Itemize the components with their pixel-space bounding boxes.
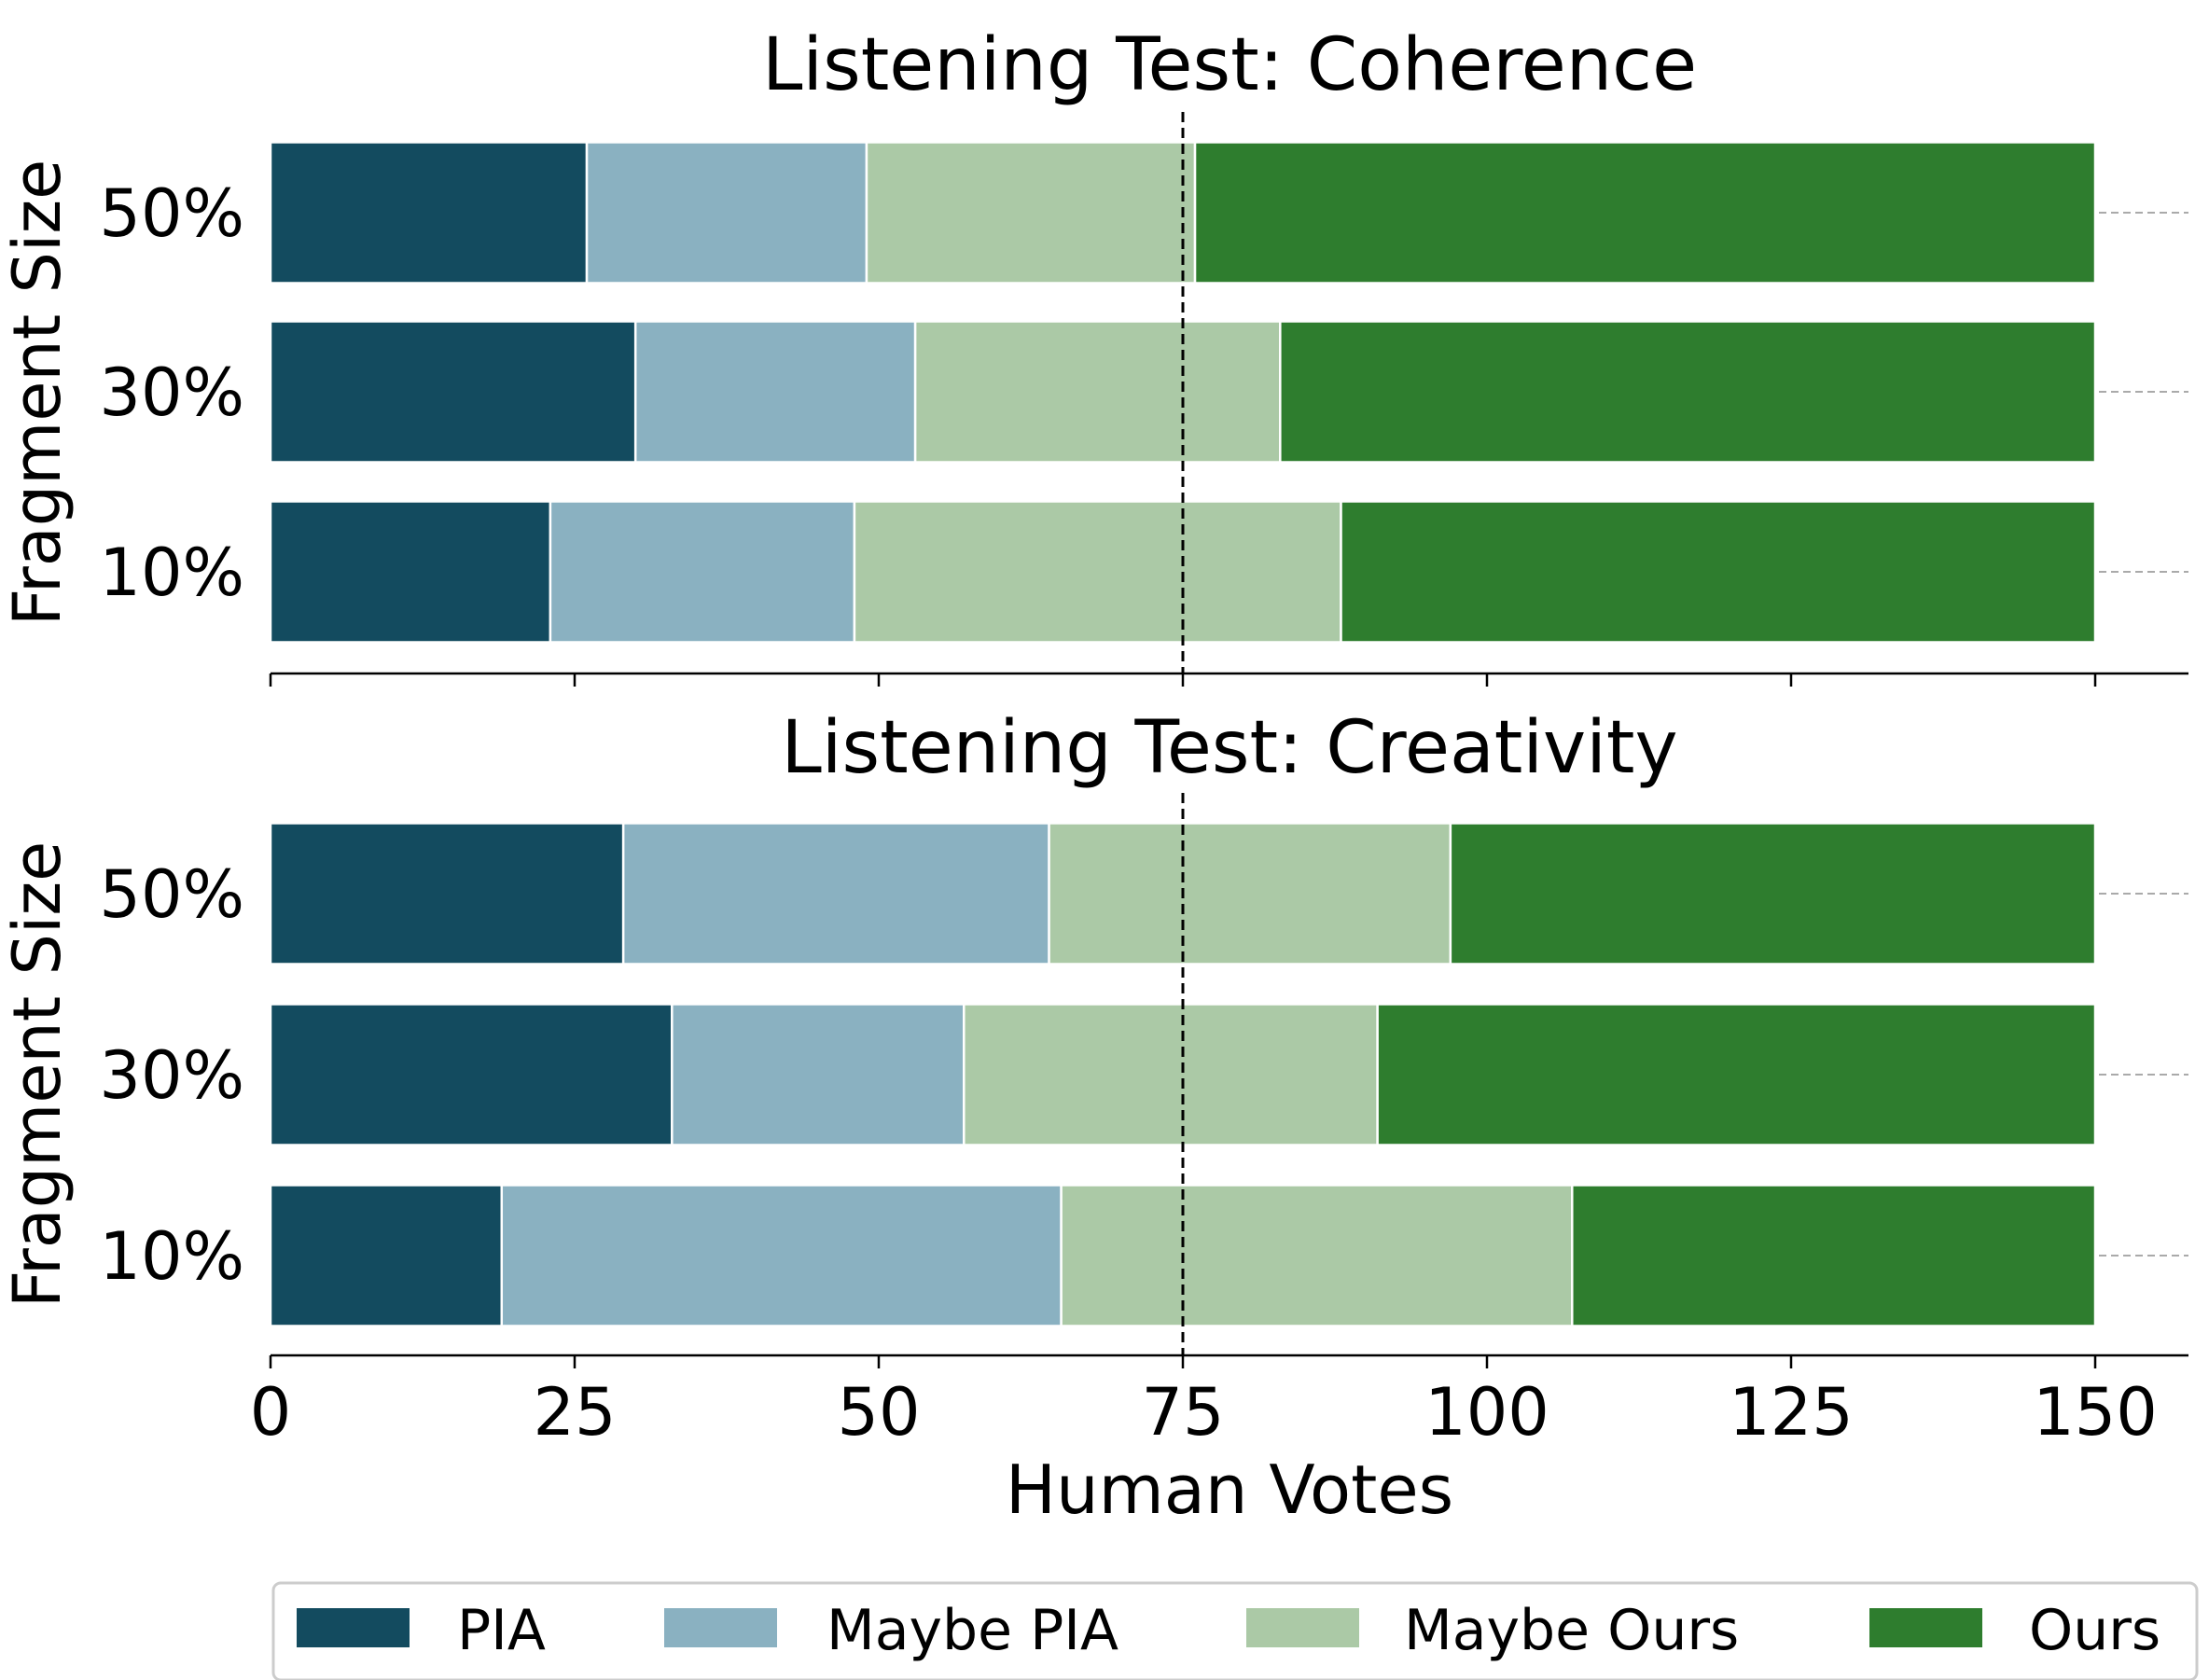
legend-label-maybe-ours: Maybe Ours [1404, 1598, 1739, 1663]
bar-maybe-pia-30pct [633, 320, 917, 464]
x-tick-label-75: 75 [1141, 1374, 1224, 1451]
legend-swatch-pia [297, 1608, 410, 1647]
chart-title: Listening Test: Creativity [781, 706, 1677, 790]
bar-maybe-ours-10pct [1060, 1184, 1574, 1327]
bar-maybe-ours-50pct [1048, 822, 1452, 965]
legend-label-ours: Ours [2029, 1598, 2160, 1663]
x-axis-label: Human Votes [1006, 1451, 1453, 1529]
x-tick-label-100: 100 [1424, 1374, 1549, 1451]
y-axis-label: Fragment Size [0, 160, 76, 626]
coherence-panel: Listening Test: Coherence Fragment Size 50… [0, 23, 2188, 687]
bar-maybe-pia-50pct [585, 141, 868, 285]
y-tick-label-50pct: 50% [99, 856, 244, 933]
bar-pia-50pct [269, 822, 625, 965]
bar-ours-30pct [1376, 1003, 2097, 1146]
bar-ours-30pct [1279, 320, 2097, 464]
bar-ours-10pct [1571, 1184, 2097, 1327]
legend-label-pia: PIA [457, 1598, 546, 1663]
legend-swatch-ours [1869, 1608, 1982, 1647]
y-tick-label-30pct: 30% [99, 1037, 244, 1114]
bar-ours-50pct [1449, 822, 2097, 965]
x-tick-label-25: 25 [533, 1374, 616, 1451]
bar-maybe-ours-30pct [913, 320, 1282, 464]
bar-pia-10pct [269, 1184, 504, 1327]
y-tick-label-10pct: 10% [99, 535, 244, 611]
y-tick-label-50pct: 50% [99, 175, 244, 252]
x-tick-label-0: 0 [250, 1374, 292, 1451]
legend-swatch-maybe-pia [664, 1608, 777, 1647]
y-tick-label-10pct: 10% [99, 1218, 244, 1295]
x-tick-label-150: 150 [2033, 1374, 2158, 1451]
legend-swatch-maybe-ours [1246, 1608, 1359, 1647]
bar-maybe-pia-10pct [500, 1184, 1063, 1327]
bar-pia-30pct [269, 1003, 674, 1146]
bar-maybe-pia-10pct [549, 500, 856, 644]
bar-maybe-ours-10pct [853, 500, 1342, 644]
bar-maybe-pia-50pct [621, 822, 1050, 965]
y-axis-label: Fragment Size [0, 841, 76, 1308]
legend-label-maybe-pia: Maybe PIA [827, 1598, 1118, 1663]
bar-maybe-pia-30pct [671, 1003, 966, 1146]
bar-ours-10pct [1340, 500, 2097, 644]
bar-pia-30pct [269, 320, 637, 464]
bar-ours-50pct [1193, 141, 2097, 285]
legend: PIA Maybe PIA Maybe Ours Ours [271, 1581, 2199, 1680]
x-tick-label-50: 50 [837, 1374, 920, 1451]
creativity-panel: Listening Test: Creativity Fragment Size 5… [0, 706, 2188, 1451]
bar-maybe-ours-30pct [963, 1003, 1379, 1146]
bar-pia-50pct [269, 141, 589, 285]
legend-frame [271, 1581, 2199, 1680]
bar-pia-10pct [269, 500, 552, 644]
y-tick-label-30pct: 30% [99, 354, 244, 431]
chart-title: Listening Test: Coherence [762, 23, 1697, 107]
bar-maybe-ours-50pct [865, 141, 1197, 285]
x-tick-label-125: 125 [1729, 1374, 1854, 1451]
